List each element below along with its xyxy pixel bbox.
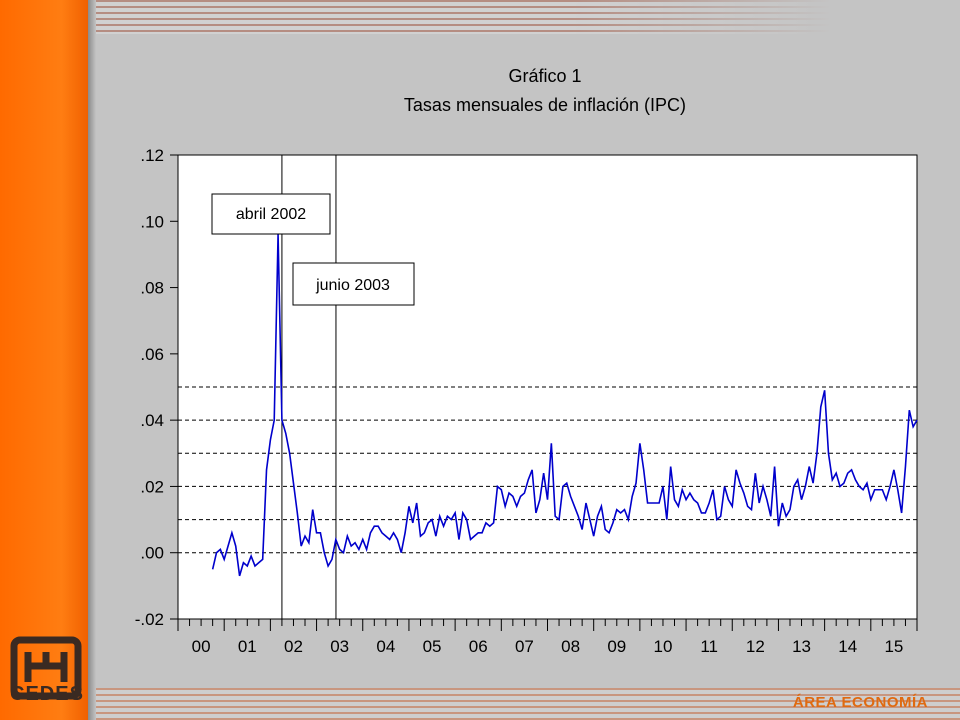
x-tick-label: 08 — [561, 637, 580, 656]
x-tick-label: 03 — [330, 637, 349, 656]
x-tick-label: 14 — [838, 637, 857, 656]
x-tick-label: 02 — [284, 637, 303, 656]
sidebar-shadow — [88, 0, 96, 720]
y-tick-label: .04 — [140, 411, 164, 430]
y-tick-label: .00 — [140, 544, 164, 563]
chart-subtitle: Tasas mensuales de inflación (IPC) — [404, 95, 686, 115]
x-tick-label: 13 — [792, 637, 811, 656]
y-tick-label: -.02 — [135, 610, 164, 629]
x-tick-label: 12 — [746, 637, 765, 656]
sidebar-band — [0, 0, 88, 720]
x-tick-label: 01 — [238, 637, 257, 656]
cedes-logo-icon — [10, 636, 82, 700]
area-label: ÁREA ECONOMÍA — [792, 694, 928, 711]
x-tick-label: 00 — [192, 637, 211, 656]
y-tick-label: .08 — [140, 279, 164, 298]
annotation-abril-2002: abril 2002 — [211, 193, 331, 235]
y-tick-label: .02 — [140, 477, 164, 496]
annotation-junio-2003: junio 2003 — [292, 262, 415, 306]
x-tick-label: 09 — [607, 637, 626, 656]
x-tick-label: 10 — [654, 637, 673, 656]
x-tick-label: 07 — [515, 637, 534, 656]
x-tick-label: 06 — [469, 637, 488, 656]
x-axis: 00 01 02 03 04 05 06 07 08 09 10 11 12 13 14 15 — [177, 619, 918, 656]
series-line — [211, 234, 918, 577]
x-tick-label: 04 — [376, 637, 395, 656]
annotation-label: abril 2002 — [236, 206, 306, 223]
bottom-stripe-decoration — [96, 688, 960, 720]
y-tick-label: .10 — [140, 212, 164, 231]
top-stripe-decoration — [96, 0, 960, 34]
annotation-label: junio 2003 — [315, 277, 390, 294]
x-tick-label: 05 — [423, 637, 442, 656]
x-tick-label: 11 — [700, 637, 718, 656]
y-tick-label: .06 — [140, 345, 164, 364]
x-tick-label: 15 — [884, 637, 903, 656]
logo-text: CEDES — [10, 683, 84, 705]
y-tick-label: .12 — [140, 146, 164, 165]
chart-title: Gráfico 1 — [508, 66, 581, 86]
y-axis: .12 .10 .08 .06 .04 .02 .00 -.02 — [135, 146, 178, 629]
